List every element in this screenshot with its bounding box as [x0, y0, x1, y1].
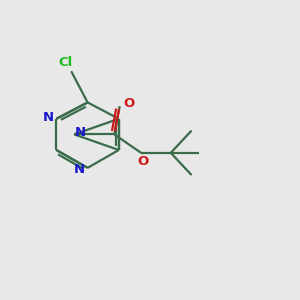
- Text: O: O: [137, 155, 148, 168]
- Text: Cl: Cl: [59, 56, 73, 69]
- Text: N: N: [74, 163, 85, 176]
- Text: O: O: [124, 97, 135, 110]
- Text: N: N: [75, 126, 86, 140]
- Text: N: N: [43, 111, 54, 124]
